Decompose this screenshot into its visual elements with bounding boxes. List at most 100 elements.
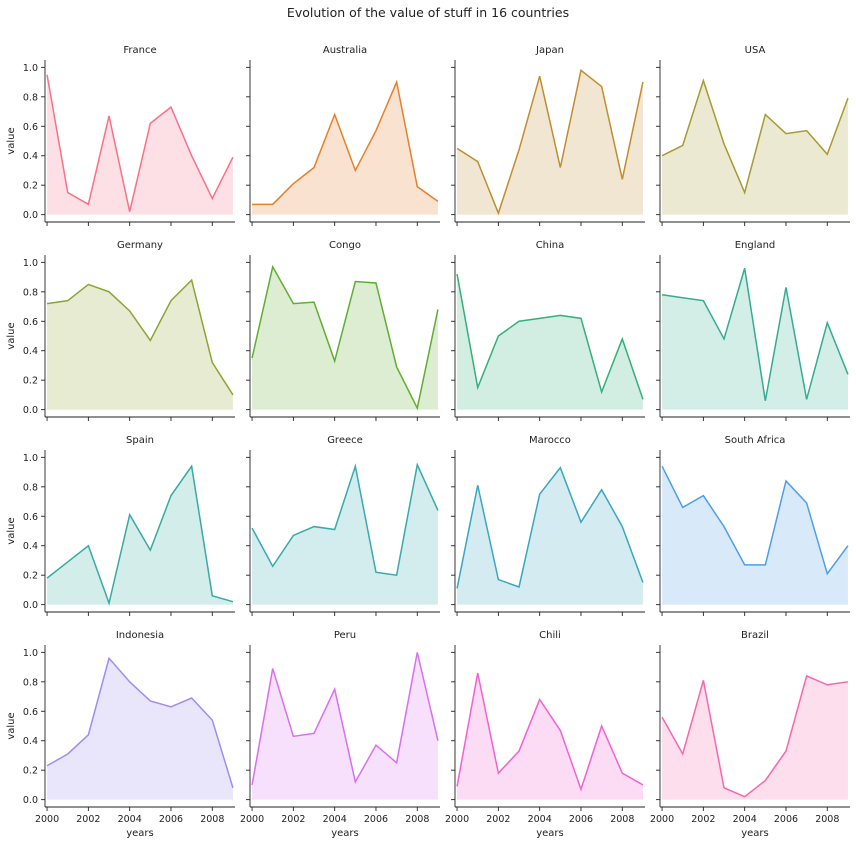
y-tick-label: 0.6 (23, 707, 38, 718)
area-fill (47, 658, 233, 800)
y-tick-label: 0.4 (23, 151, 38, 162)
x-tick-label: 2006 (569, 814, 593, 825)
x-tick-label: 2008 (200, 814, 224, 825)
facet-title: China (536, 240, 565, 251)
facet-brazil: Brazil 2000 2002 2004 2006 2008 years (650, 630, 850, 839)
x-tick-label: 2008 (405, 814, 429, 825)
x-tick-label: 2008 (610, 814, 634, 825)
x-tick-label: 2002 (486, 814, 510, 825)
facet-title: Germany (117, 240, 163, 251)
facet-japan: Japan (451, 45, 645, 226)
facet-title: Australia (323, 45, 367, 56)
series-line (456, 672, 644, 792)
series-line (252, 79, 439, 206)
y-tick-label: 1.0 (23, 648, 38, 659)
y-tick-label: 0.4 (23, 346, 38, 357)
facet-france: France 0.0 0.2 0.4 0.6 0.8 1.0 value (6, 45, 235, 226)
facet-congo: Congo (246, 240, 440, 421)
y-tick-label: 0.2 (23, 766, 38, 777)
area-fill (47, 466, 233, 605)
x-tick-label: 2000 (650, 814, 674, 825)
x-tick-label: 2002 (691, 814, 715, 825)
y-tick-label: 1.0 (23, 453, 38, 464)
area-fill (457, 274, 643, 410)
series-line (251, 264, 439, 411)
area-fill (457, 467, 643, 605)
y-tick-label: 0.2 (23, 571, 38, 582)
series-line (46, 278, 234, 396)
y-tick-label: 0.0 (23, 210, 38, 221)
facet-title: England (735, 240, 776, 251)
x-tick-label: 2006 (159, 814, 183, 825)
y-tick-label: 1.0 (23, 63, 38, 74)
facet-china: China (451, 240, 645, 421)
facet-indonesia: Indonesia 0.0 0.2 0.4 0.6 0.8 1.0 2000 2002 2004 2… (6, 630, 235, 839)
y-tick-label: 0.8 (23, 482, 38, 493)
y-axis-label: value (6, 322, 17, 349)
y-tick-label: 0.6 (23, 122, 38, 133)
y-tick-label: 0.8 (23, 92, 38, 103)
facet-title: Indonesia (116, 630, 164, 641)
area-fill (252, 652, 438, 800)
area-fill (47, 74, 233, 215)
series-line (661, 465, 849, 576)
y-tick-label: 0.8 (23, 287, 38, 298)
facet-australia: Australia (246, 45, 440, 226)
facet-title: Congo (329, 240, 361, 251)
area-fill (662, 675, 848, 800)
x-tick-label: 2004 (118, 814, 142, 825)
x-tick-label: 2004 (528, 814, 552, 825)
y-tick-label: 0.0 (23, 405, 38, 416)
area-fill (47, 280, 233, 410)
series-line (456, 466, 644, 589)
facet-chili: Chili 2000 2002 2004 2006 2008 years (445, 630, 645, 839)
facet-title: France (123, 45, 156, 56)
x-tick-label: 2004 (733, 814, 757, 825)
area-fill (662, 80, 848, 215)
area-fill (457, 70, 643, 215)
facet-germany: Germany 0.0 0.2 0.4 0.6 0.8 1.0 value (6, 240, 235, 421)
y-tick-label: 0.4 (23, 736, 38, 747)
x-tick-label: 2008 (815, 814, 839, 825)
facet-greece: Greece (246, 435, 440, 616)
facet-title: Brazil (741, 630, 769, 641)
facet-peru: Peru 2000 2002 2004 2006 2008 years (240, 630, 440, 839)
y-tick-label: 1.0 (23, 258, 38, 269)
y-tick-label: 0.2 (23, 376, 38, 387)
y-tick-label: 0.6 (23, 317, 38, 328)
y-axis-label: value (6, 517, 17, 544)
x-tick-label: 2006 (364, 814, 388, 825)
series-line (456, 68, 644, 216)
x-axis-label: years (331, 828, 359, 839)
series-line (46, 464, 234, 606)
area-fill (457, 672, 643, 800)
series-line (46, 656, 234, 789)
facet-title: Marocco (529, 435, 571, 446)
facet-title: Chili (539, 630, 561, 641)
facet-usa: USA (656, 45, 850, 226)
series-line (251, 652, 439, 786)
series-line (251, 462, 439, 577)
y-tick-label: 0.8 (23, 677, 38, 688)
series-line (661, 268, 849, 401)
series-line (46, 74, 234, 212)
x-tick-label: 2002 (281, 814, 305, 825)
x-tick-label: 2000 (240, 814, 264, 825)
x-tick-label: 2004 (323, 814, 347, 825)
facet-south-africa: South Africa (656, 435, 850, 616)
facet-title: Peru (334, 630, 356, 641)
x-tick-label: 2000 (445, 814, 469, 825)
area-fill (252, 266, 438, 410)
area-fill (252, 82, 438, 215)
y-tick-label: 0.0 (23, 795, 38, 806)
y-tick-label: 0.2 (23, 181, 38, 192)
x-axis-label: years (126, 828, 154, 839)
y-tick-label: 0.0 (23, 600, 38, 611)
x-axis-label: years (536, 828, 564, 839)
y-axis-label: value (6, 712, 17, 739)
y-tick-label: 0.4 (23, 541, 38, 552)
series-line (661, 78, 849, 195)
area-fill (662, 466, 848, 605)
area-fill (252, 464, 438, 605)
